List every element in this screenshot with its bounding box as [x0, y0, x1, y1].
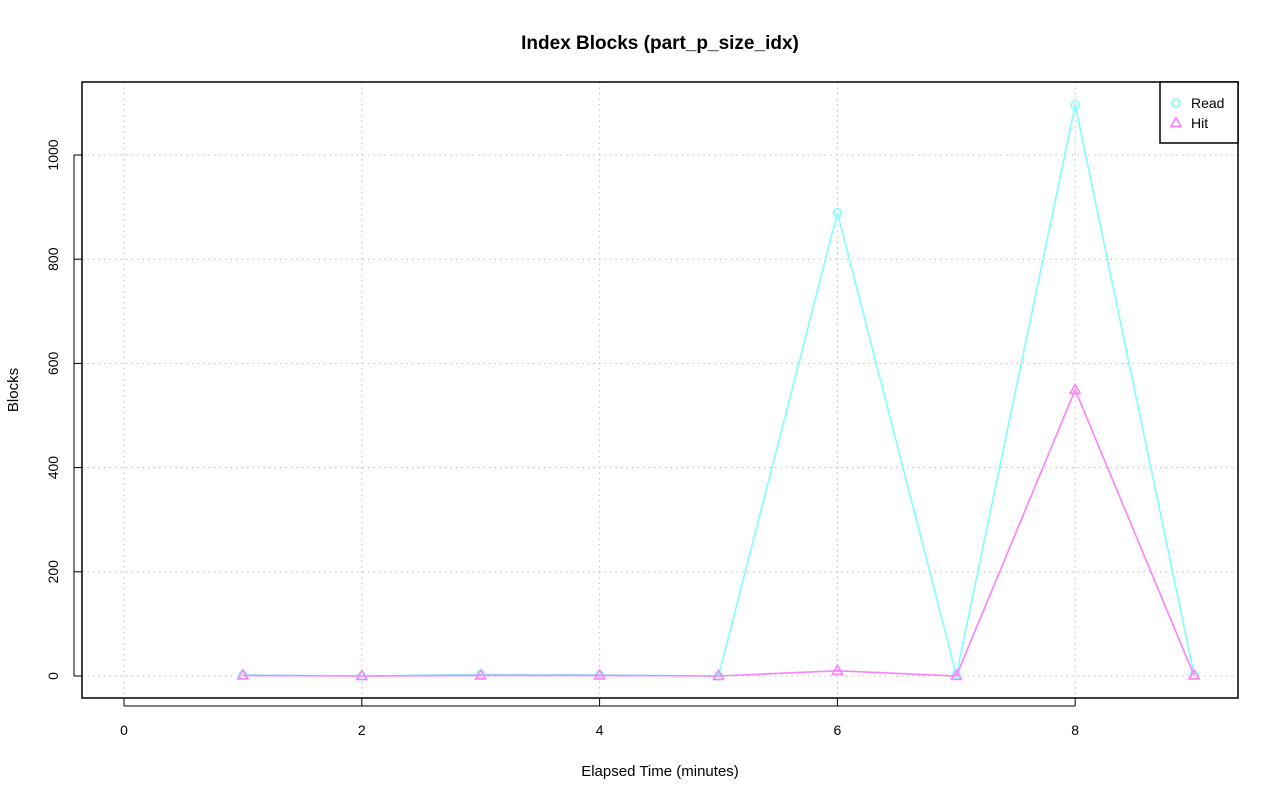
y-tick-label: 1000: [45, 139, 61, 170]
data-point-hit: [1068, 382, 1082, 395]
data-point-read: [832, 208, 843, 218]
legend-marker-hit: [1169, 115, 1183, 128]
x-tick-label: 4: [596, 722, 604, 738]
legend: Read Hit: [1159, 81, 1239, 144]
legend-label-read: Read: [1191, 95, 1224, 111]
data-point-hit: [712, 668, 725, 681]
y-tick-label: 200: [45, 560, 61, 584]
data-point-hit: [236, 668, 250, 680]
data-point-hit: [1187, 668, 1201, 680]
y-tick-label: 400: [45, 456, 61, 480]
legend-box: [1159, 81, 1239, 144]
x-tick-label: 2: [358, 722, 366, 738]
x-tick-label: 0: [120, 722, 128, 738]
data-point-read: [1070, 100, 1080, 110]
y-tick-label: 800: [45, 247, 61, 271]
data-point-hit: [593, 668, 606, 680]
series-line-hit: [242, 387, 1195, 677]
data-point-hit: [831, 663, 844, 676]
x-tick-label: 8: [1071, 722, 1079, 738]
x-axis-label: Elapsed Time (minutes): [581, 763, 739, 780]
legend-label-hit: Hit: [1191, 115, 1208, 131]
series-line-read: [242, 104, 1195, 677]
data-point-hit: [949, 668, 963, 681]
y-tick-label: 600: [45, 352, 61, 376]
x-tick-label: 6: [834, 722, 842, 738]
legend-marker-read: [1171, 98, 1181, 108]
y-tick-label: 0: [45, 672, 61, 680]
plot-frame: [81, 81, 1239, 699]
data-point-hit: [355, 668, 369, 681]
data-point-hit: [474, 668, 488, 680]
y-axis-label: Blocks: [5, 368, 22, 412]
chart-title: Index Blocks (part_p_size_idx): [521, 33, 799, 54]
